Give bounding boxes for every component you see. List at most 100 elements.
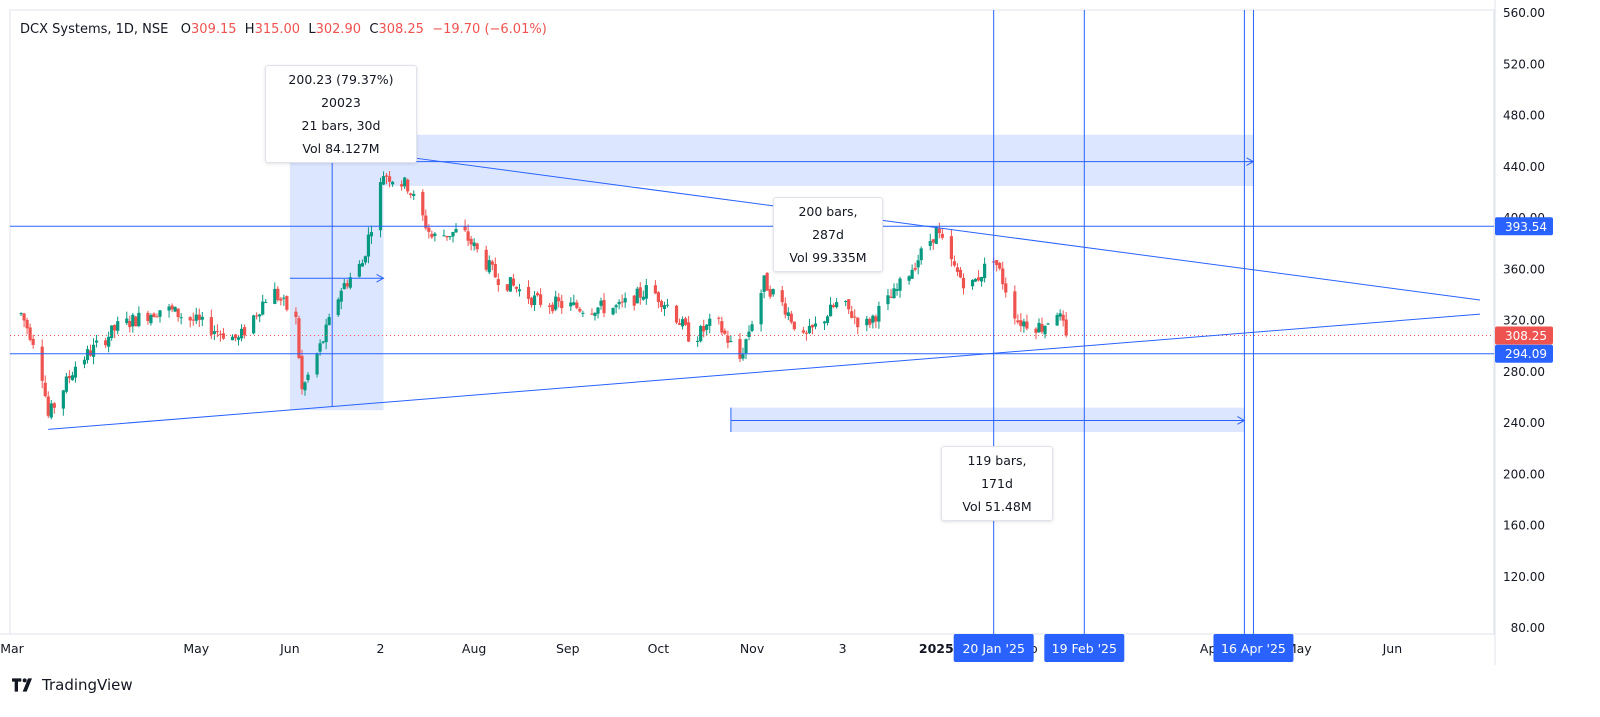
candle [28, 323, 32, 342]
last-price-badge[interactable]: 308.25 [1495, 326, 1553, 345]
candle-body [801, 330, 805, 333]
candle-body [61, 390, 65, 409]
low-key: L [308, 22, 316, 37]
candle-body [575, 302, 579, 309]
candle-body [569, 302, 573, 307]
candle [327, 313, 331, 326]
measure-box-2-line-1: 200 bars, 287d [798, 204, 858, 242]
time-axis[interactable]: MarMayJun2AugSepOctNov32025ebrApMayJun20… [0, 634, 1402, 662]
candle-body [1025, 321, 1029, 329]
candle-body [400, 184, 404, 187]
candle [970, 279, 975, 290]
candle [623, 292, 627, 308]
candle-body [517, 289, 522, 292]
candle [1013, 285, 1017, 325]
candle-body [233, 334, 238, 339]
candle [825, 314, 830, 326]
measure-box-3[interactable]: 119 bars, 171d Vol 51.48M [941, 446, 1053, 521]
tradingview-brand[interactable]: TradingView [12, 676, 133, 694]
candle [931, 239, 935, 250]
close-value: 308.25 [378, 22, 424, 37]
date-badge[interactable]: 19 Feb '25 [1044, 634, 1125, 662]
candle [638, 282, 642, 305]
candle-body [339, 290, 343, 302]
candle-body [850, 311, 854, 318]
price-tick-label: 120.00 [1503, 570, 1545, 584]
candle-body [623, 298, 627, 303]
candle [357, 260, 361, 278]
candle-body [744, 339, 748, 354]
candle [919, 246, 923, 265]
candle [759, 289, 763, 332]
candle-body [835, 302, 839, 308]
candle [424, 209, 428, 231]
brand-name: TradingView [42, 676, 133, 694]
trendline-2[interactable] [383, 153, 1481, 301]
candle [783, 297, 787, 319]
symbol-title[interactable]: DCX Systems, 1D, NSE [20, 22, 169, 37]
candle-body [825, 316, 830, 323]
time-tick-label: 2025 [919, 641, 954, 656]
candle [409, 192, 413, 199]
candle-body [252, 315, 256, 334]
price-tick-label: 560.00 [1503, 6, 1545, 20]
measure-box-2[interactable]: 200 bars, 287d Vol 99.335M [773, 197, 883, 272]
candle [242, 324, 247, 339]
candle [448, 235, 452, 241]
candle-body [970, 279, 975, 287]
candle-body [759, 293, 763, 325]
candle [599, 297, 603, 310]
tradingview-logo-icon [12, 678, 32, 692]
candle-body [1046, 323, 1050, 325]
candle-body [886, 295, 890, 305]
candle [828, 297, 833, 317]
arrow-head [1237, 416, 1246, 425]
candle [421, 189, 425, 222]
price-axis[interactable]: 80.00 120.00 160.00 200.00 240.00 280.00 320.0… [1495, 6, 1553, 635]
candle-body [255, 315, 259, 317]
date-badge[interactable]: 16 Apr '25 [1213, 634, 1294, 662]
candle [342, 278, 346, 290]
candle [910, 264, 914, 279]
time-tick-label: Aug [462, 641, 486, 656]
candle-body [831, 305, 836, 308]
candle-body [539, 294, 543, 305]
candle [560, 294, 564, 314]
candle [67, 370, 71, 384]
candle [233, 334, 238, 342]
date-price-range-2 [383, 134, 1254, 186]
candle [847, 299, 851, 315]
measure-box-1[interactable]: 200.23 (79.37%) 20023 21 bars, 30d Vol 8… [265, 65, 417, 163]
line-price-badge[interactable]: 393.54 [1495, 217, 1553, 236]
candle [961, 273, 966, 295]
candle [221, 328, 226, 340]
candle-body [505, 284, 509, 291]
candle [928, 233, 932, 251]
candle-body [200, 316, 204, 320]
candle [215, 324, 219, 338]
measure-arrow-3[interactable] [383, 157, 1255, 166]
candle [255, 312, 259, 320]
candle [273, 282, 277, 305]
candle-body [741, 354, 745, 359]
line-price-badge[interactable]: 294.09 [1495, 344, 1553, 363]
candle-body [384, 175, 389, 177]
candle-body [448, 236, 452, 238]
candle-body [19, 313, 23, 315]
candle [261, 294, 265, 316]
price-tick-label: 280.00 [1503, 365, 1545, 379]
candle [856, 316, 860, 335]
candle [644, 278, 648, 305]
measure-arrow-2[interactable] [289, 273, 385, 283]
trendline-1[interactable] [48, 313, 1481, 430]
candle-body [158, 310, 162, 317]
candle-body [674, 305, 679, 323]
measure-arrow-4[interactable] [730, 416, 1246, 425]
candle [378, 177, 383, 238]
candle-body [73, 366, 78, 378]
candle [472, 238, 476, 251]
date-badge[interactable]: 20 Jan '25 [953, 634, 1034, 662]
candle-body [529, 297, 534, 306]
drawing-tools[interactable] [10, 10, 1494, 634]
